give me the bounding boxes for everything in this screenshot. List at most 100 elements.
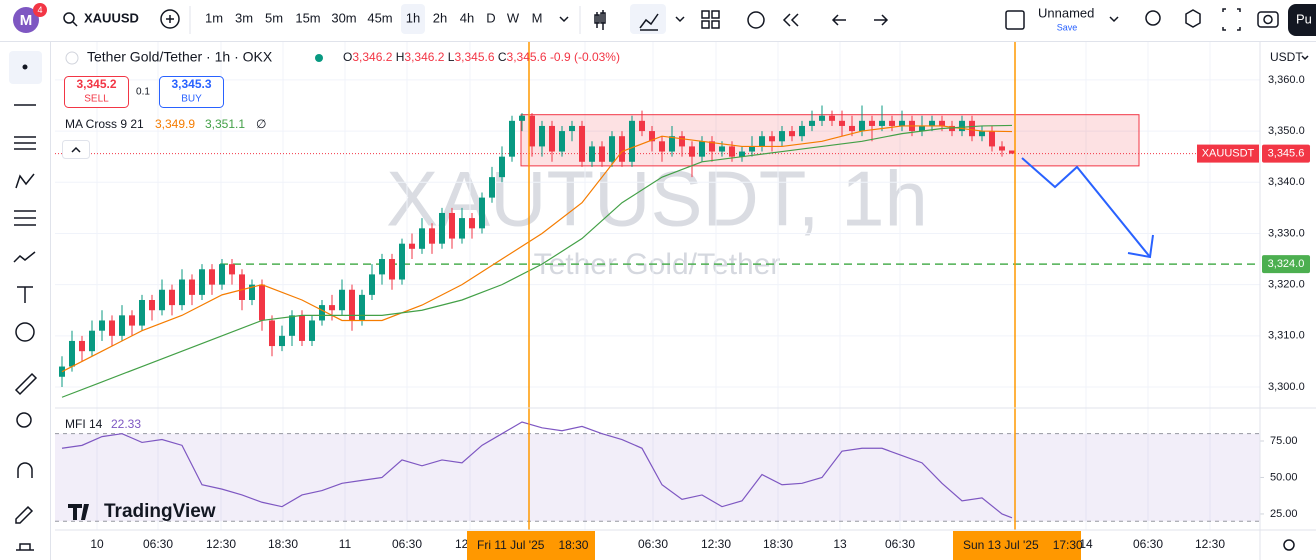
candle-body: [249, 284, 255, 300]
save-label[interactable]: Save: [1057, 22, 1078, 32]
candle-body: [839, 120, 845, 126]
candle-body: [359, 294, 365, 321]
x-tick-label: 06:30: [143, 537, 173, 551]
legend-title: Tether Gold/Tether · 1h · OKX: [87, 49, 273, 65]
candle-body: [579, 125, 585, 162]
alert-icon[interactable]: [747, 11, 765, 29]
time-marker-label: Sun 13 Jul '25 17:30: [963, 538, 1083, 552]
time-marker-label: Fri 11 Jul '25 18:30: [477, 538, 589, 552]
magnet-tool[interactable]: [17, 462, 33, 478]
ohlc-value: 3,346.2: [404, 50, 444, 64]
candle-body: [319, 305, 325, 321]
candle-body: [69, 340, 75, 367]
interval[interactable]: M: [532, 10, 543, 25]
y-tick-label: 3,300.0: [1268, 381, 1305, 393]
candle-body: [469, 218, 475, 229]
emoji-tool[interactable]: [15, 322, 35, 342]
interval-chevron[interactable]: [559, 16, 569, 23]
projection-arrow[interactable]: [1021, 157, 1151, 258]
add-symbol[interactable]: [160, 9, 180, 29]
zoom-tool[interactable]: [16, 412, 32, 428]
last-price-bg: [1262, 144, 1310, 163]
ruler-tool[interactable]: [14, 372, 38, 396]
candle-body: [1009, 150, 1015, 154]
trash-tool[interactable]: [16, 543, 34, 551]
x-tick-label: 10: [90, 537, 104, 551]
horizontal-line-label: 3,324.0: [1268, 258, 1305, 270]
interval[interactable]: D: [486, 10, 495, 25]
ohlc-value: 3,345.6: [454, 50, 494, 64]
candles-icon[interactable]: [594, 10, 606, 30]
chevron[interactable]: [675, 16, 685, 23]
x-tick-label: 12:30: [701, 537, 731, 551]
draw-lock-tool[interactable]: [15, 505, 34, 524]
redo-icon[interactable]: [874, 14, 889, 26]
brush-tool[interactable]: [13, 251, 36, 263]
projection-tool[interactable]: [14, 210, 36, 226]
candle-body: [339, 289, 345, 311]
settings-icon[interactable]: [1283, 539, 1295, 551]
candle-body: [279, 335, 285, 347]
interval[interactable]: 30m: [331, 10, 356, 25]
candle-body: [329, 305, 335, 311]
publish-button[interactable]: [1288, 4, 1316, 36]
quick-search[interactable]: [1145, 10, 1161, 26]
replay-icon[interactable]: [782, 13, 799, 27]
candle-body: [669, 136, 675, 152]
settings-hex[interactable]: [1185, 9, 1201, 28]
candle-body: [79, 340, 85, 352]
layout-name[interactable]: Unnamed: [1038, 5, 1094, 20]
layouts-icon[interactable]: [701, 10, 720, 29]
collapse-legend[interactable]: [62, 140, 90, 159]
watermark: XAUTUSDT, 1h Tether Gold/Tether: [386, 155, 928, 281]
sell-button[interactable]: [64, 76, 129, 108]
interval[interactable]: 3m: [235, 10, 253, 25]
pattern-tool[interactable]: [15, 173, 35, 189]
layout-checkbox[interactable]: [1005, 10, 1025, 30]
badge: [33, 3, 47, 17]
candle-body: [259, 284, 265, 321]
fullscreen-icon[interactable]: [1222, 8, 1241, 31]
currency-label[interactable]: USDT: [1270, 50, 1303, 64]
ma-line: [61, 124, 1013, 398]
indicators-icon[interactable]: [639, 13, 659, 31]
search-icon[interactable]: [63, 12, 75, 24]
text-tool[interactable]: [17, 286, 33, 303]
x-tick-label: 18:30: [268, 537, 298, 551]
fib-tool[interactable]: [14, 136, 36, 150]
candle-body: [679, 136, 685, 147]
interval[interactable]: 4h: [460, 10, 474, 25]
y-tick-label: 3,340.0: [1268, 176, 1305, 188]
search-icon-handle: [72, 21, 78, 27]
undo-icon[interactable]: [831, 14, 846, 26]
candle-body: [239, 274, 245, 300]
candle-body: [759, 136, 765, 147]
interval[interactable]: W: [507, 10, 520, 25]
interval[interactable]: 2h: [433, 10, 447, 25]
branding: TradingView: [104, 501, 216, 522]
marker-time: 17:30: [1053, 538, 1083, 552]
symbol[interactable]: XAUUSD: [84, 10, 139, 25]
candle-body: [939, 120, 945, 126]
candle-body: [609, 136, 615, 162]
layout-chevron[interactable]: [1109, 16, 1119, 23]
candle-body: [199, 269, 205, 295]
last-price-symbol: XAUUSDT: [1202, 147, 1255, 159]
y-tick-label: 3,310.0: [1268, 330, 1305, 342]
interval[interactable]: 45m: [367, 10, 392, 25]
interval[interactable]: 1h: [406, 10, 420, 25]
cursor-tool[interactable]: [22, 64, 28, 70]
interval[interactable]: 1m: [205, 10, 223, 25]
avatar[interactable]: [13, 7, 39, 33]
interval[interactable]: 15m: [295, 10, 320, 25]
ohlc-value: 3,345.6: [507, 50, 547, 64]
candle-body: [409, 243, 415, 249]
candle-body: [289, 315, 295, 336]
time-marker-label-bg: [953, 531, 1081, 560]
x-tick-label: 06:30: [638, 537, 668, 551]
ma-fast-value: 3,349.9: [155, 117, 195, 131]
interval[interactable]: 5m: [265, 10, 283, 25]
x-tick-label: 06:30: [392, 537, 422, 551]
buy-button[interactable]: [159, 76, 224, 108]
snapshot-icon[interactable]: [1257, 11, 1279, 28]
